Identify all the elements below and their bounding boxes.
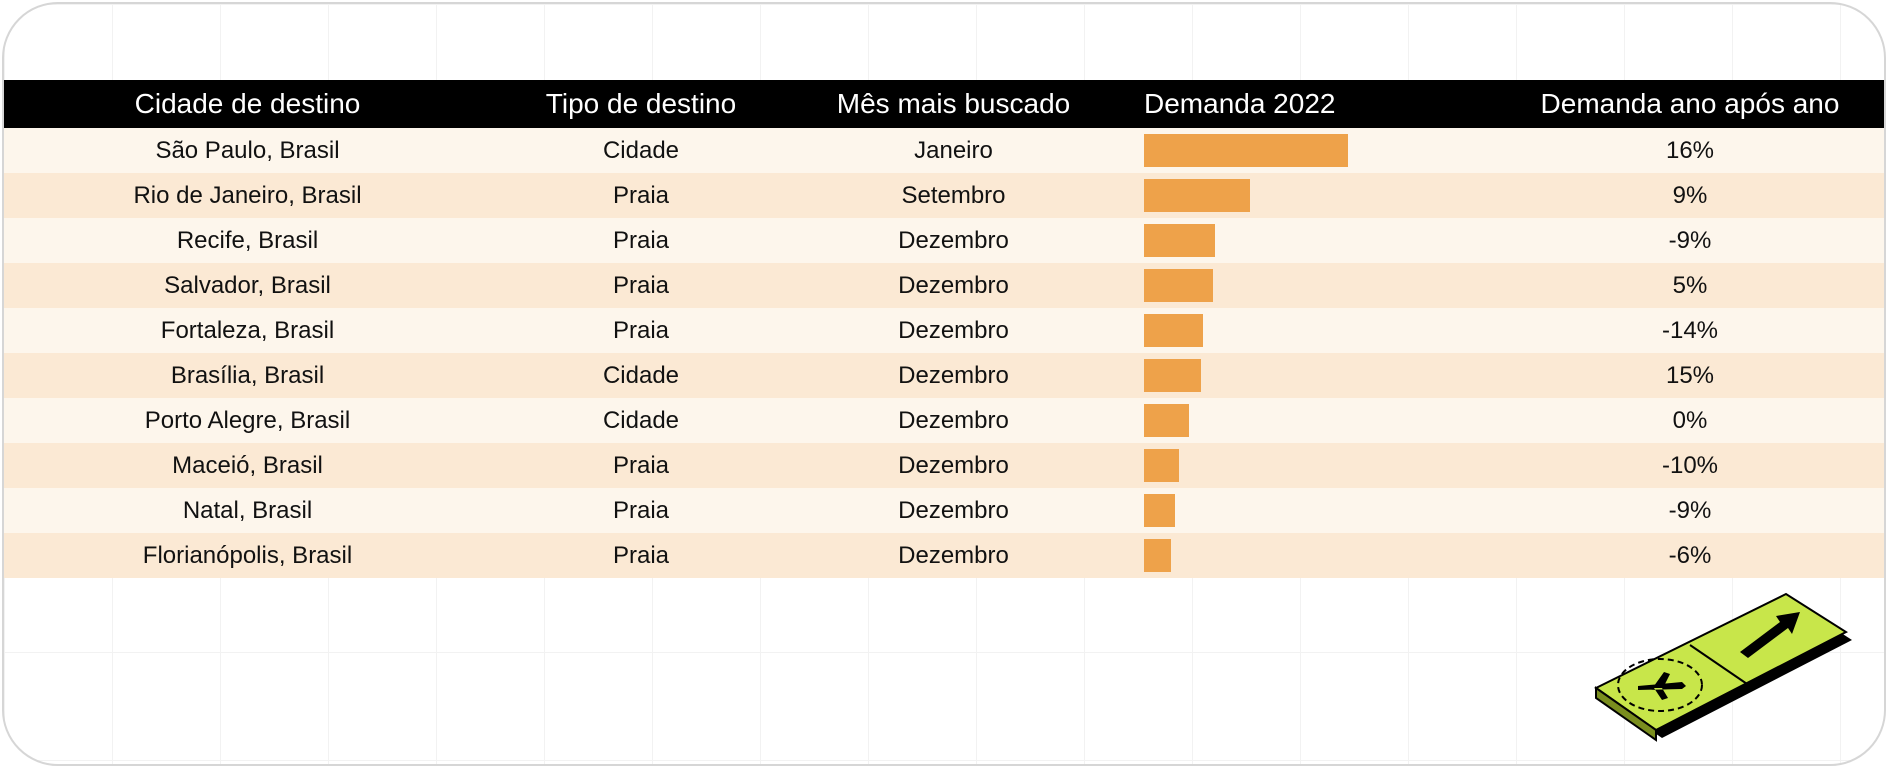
demand-bar — [1144, 494, 1175, 527]
airport-direction-sign-icon — [1594, 592, 1852, 742]
city-cell: Natal, Brasil — [182, 496, 313, 524]
header-yoy: Demanda ano após ano — [1540, 88, 1840, 119]
demand-cell — [1116, 443, 1496, 488]
city-cell: Fortaleza, Brasil — [160, 316, 335, 344]
type-cell: Praia — [612, 496, 670, 524]
city-cell: Maceió, Brasil — [172, 451, 323, 479]
demand-bar — [1144, 179, 1250, 212]
demand-bar — [1144, 134, 1348, 167]
month-cell: Dezembro — [898, 361, 1009, 389]
demand-cell — [1116, 263, 1496, 308]
month-cell: Dezembro — [898, 496, 1009, 524]
yoy-cell: 0% — [1672, 406, 1708, 434]
yoy-cell: 16% — [1665, 136, 1715, 164]
month-cell: Dezembro — [898, 406, 1009, 434]
demand-bar — [1144, 224, 1215, 257]
table-row: São Paulo, Brasil Cidade Janeiro 16% — [4, 128, 1884, 173]
yoy-cell: 15% — [1665, 361, 1715, 389]
type-cell: Cidade — [602, 136, 680, 164]
table-row: Natal, Brasil Praia Dezembro -9% — [4, 488, 1884, 533]
month-cell: Dezembro — [898, 316, 1009, 344]
city-cell: Porto Alegre, Brasil — [144, 406, 351, 434]
month-cell: Setembro — [901, 181, 1006, 209]
table-row: Florianópolis, Brasil Praia Dezembro -6% — [4, 533, 1884, 578]
month-cell: Janeiro — [914, 136, 993, 164]
type-cell: Cidade — [602, 361, 680, 389]
header-city: Cidade de destino — [134, 88, 361, 119]
city-cell: Brasília, Brasil — [170, 361, 325, 389]
demand-cell — [1116, 533, 1496, 578]
table-row: Fortaleza, Brasil Praia Dezembro -14% — [4, 308, 1884, 353]
type-cell: Praia — [612, 226, 670, 254]
type-cell: Praia — [612, 541, 670, 569]
table-row: Brasília, Brasil Cidade Dezembro 15% — [4, 353, 1884, 398]
demand-bar — [1144, 539, 1171, 572]
city-cell: Recife, Brasil — [176, 226, 319, 254]
table-row: Salvador, Brasil Praia Dezembro 5% — [4, 263, 1884, 308]
table-row: Maceió, Brasil Praia Dezembro -10% — [4, 443, 1884, 488]
city-cell: Salvador, Brasil — [164, 271, 331, 299]
month-cell: Dezembro — [898, 451, 1009, 479]
type-cell: Cidade — [602, 406, 680, 434]
demand-cell — [1116, 218, 1496, 263]
table-row: Recife, Brasil Praia Dezembro -9% — [4, 218, 1884, 263]
yoy-cell: 5% — [1672, 271, 1708, 299]
month-cell: Dezembro — [898, 541, 1009, 569]
demand-cell — [1116, 398, 1496, 443]
yoy-cell: -14% — [1661, 316, 1719, 344]
table-header: Cidade de destino Tipo de destino Mês ma… — [4, 80, 1884, 128]
demand-bar — [1144, 359, 1201, 392]
header-month: Mês mais buscado — [836, 88, 1071, 119]
demand-cell — [1116, 488, 1496, 533]
yoy-cell: -10% — [1661, 451, 1719, 479]
demand-bar — [1144, 269, 1213, 302]
yoy-cell: -9% — [1668, 496, 1712, 524]
city-cell: Florianópolis, Brasil — [142, 541, 353, 569]
header-type: Tipo de destino — [545, 88, 737, 119]
demand-cell — [1116, 353, 1496, 398]
type-cell: Praia — [612, 451, 670, 479]
header-demand: Demanda 2022 — [1144, 88, 1336, 119]
yoy-cell: 9% — [1672, 181, 1708, 209]
demand-bar — [1144, 404, 1189, 437]
type-cell: Praia — [612, 271, 670, 299]
demand-cell — [1116, 173, 1496, 218]
type-cell: Praia — [612, 181, 670, 209]
city-cell: São Paulo, Brasil — [155, 136, 340, 164]
demand-cell — [1116, 128, 1496, 173]
demand-cell — [1116, 308, 1496, 353]
table-body: São Paulo, Brasil Cidade Janeiro 16% Rio de … — [4, 128, 1884, 578]
table-row: Porto Alegre, Brasil Cidade Dezembro 0% — [4, 398, 1884, 443]
month-cell: Dezembro — [898, 271, 1009, 299]
yoy-cell: -6% — [1668, 541, 1712, 569]
demand-bar — [1144, 449, 1179, 482]
type-cell: Praia — [612, 316, 670, 344]
month-cell: Dezembro — [898, 226, 1009, 254]
destination-table: Cidade de destino Tipo de destino Mês ma… — [4, 80, 1884, 578]
demand-bar — [1144, 314, 1203, 347]
table-row: Rio de Janeiro, Brasil Praia Setembro 9% — [4, 173, 1884, 218]
yoy-cell: -9% — [1668, 226, 1712, 254]
city-cell: Rio de Janeiro, Brasil — [133, 181, 362, 209]
